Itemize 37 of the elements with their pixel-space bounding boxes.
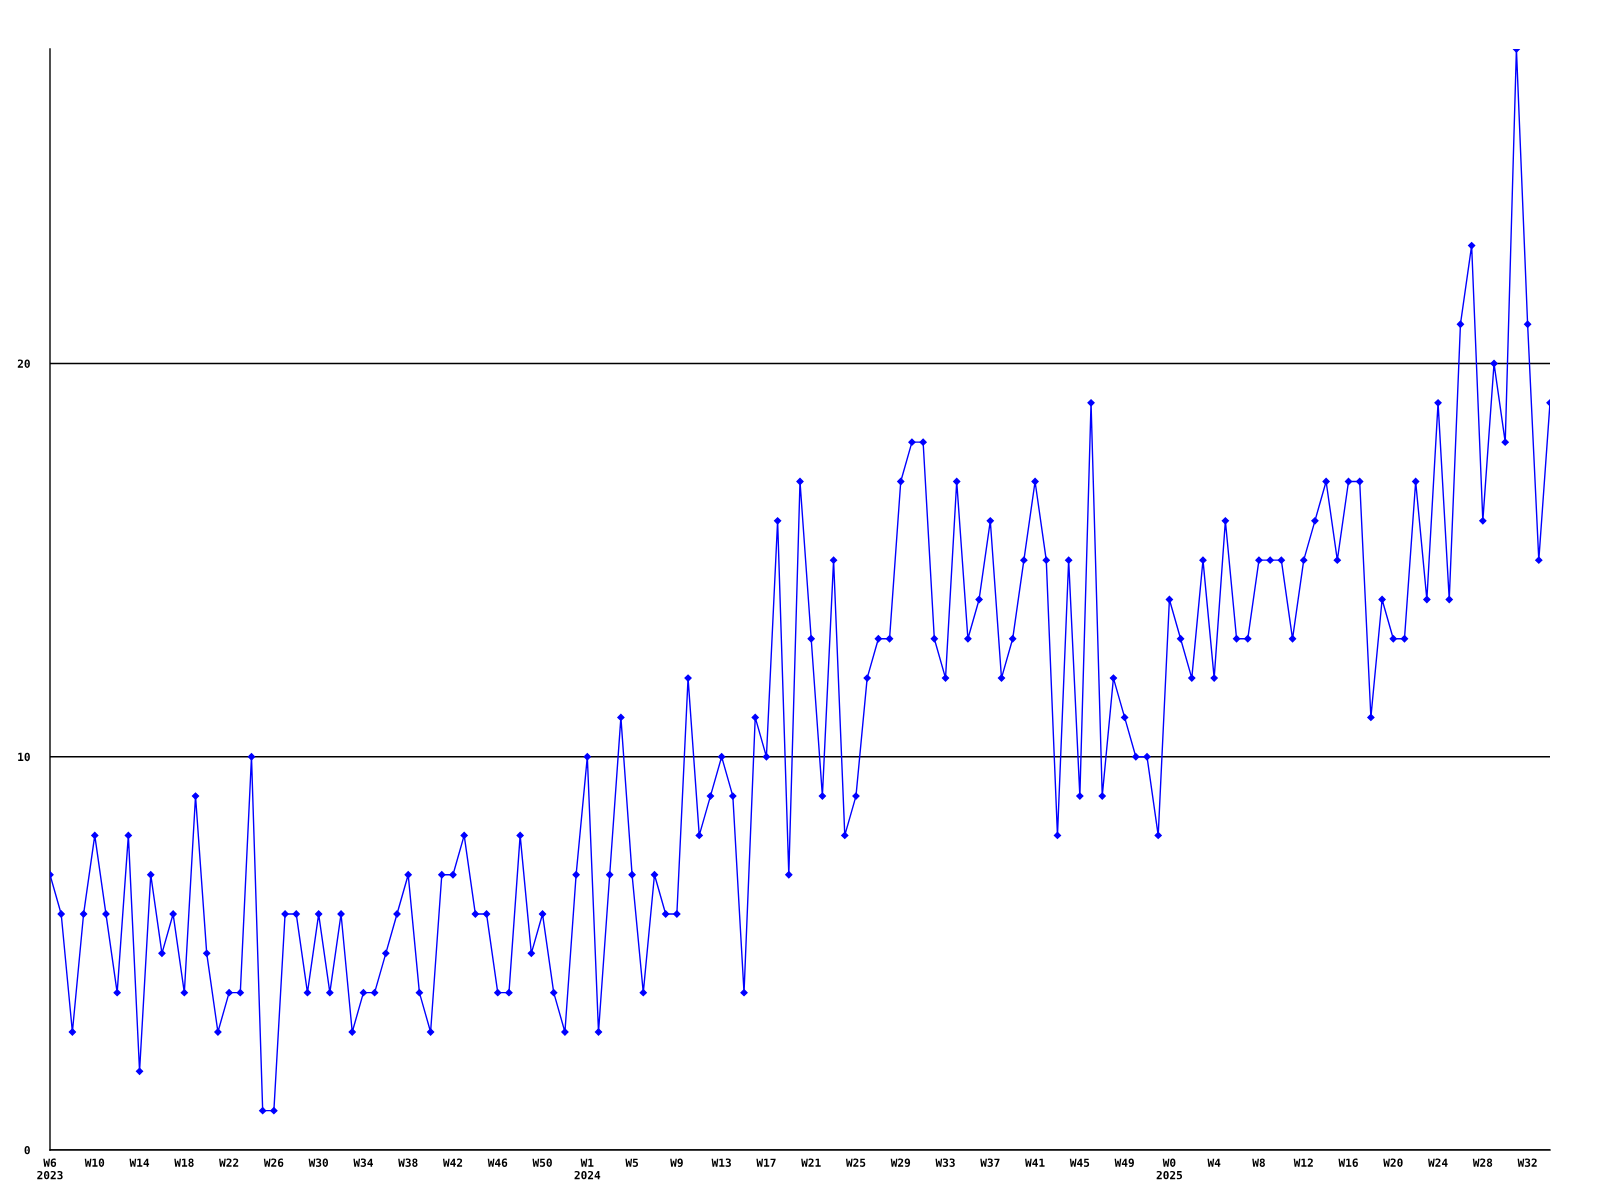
x-tick-label: W14 bbox=[129, 1158, 150, 1167]
x-tick-label: W22 bbox=[219, 1158, 239, 1167]
x-tick-label: W42 bbox=[442, 1158, 463, 1167]
x-tick-label: W5 bbox=[625, 1158, 639, 1167]
x-tick-label: W46 bbox=[487, 1158, 508, 1167]
x-tick-label: W29 bbox=[890, 1158, 911, 1167]
x-tick-label: W9 bbox=[670, 1158, 683, 1167]
x-tick-label: W25 bbox=[845, 1158, 866, 1167]
y-tick-label: 10 bbox=[18, 752, 30, 762]
x-tick-label: W12 bbox=[1293, 1158, 1313, 1167]
x-tick-label: W33 bbox=[935, 1158, 955, 1167]
x-tick-label: W16 bbox=[1338, 1158, 1358, 1167]
x-tick-label: W38 bbox=[398, 1158, 418, 1167]
x-tick-label: W20 bbox=[1383, 1158, 1403, 1167]
x-tick-label: W34 bbox=[353, 1158, 373, 1167]
x-tick-label: W18 bbox=[174, 1158, 194, 1167]
x-tick-label: W21 bbox=[801, 1158, 821, 1167]
x-tick-label: W30 bbox=[308, 1158, 329, 1167]
x-tick-label: W41 bbox=[1025, 1158, 1045, 1167]
x-tick-label: W32 bbox=[1517, 1158, 1537, 1167]
x-tick-label: W45 bbox=[1069, 1158, 1090, 1167]
x-tick-label: W13 bbox=[711, 1158, 731, 1167]
x-tick-label: W1 2024 bbox=[574, 1158, 601, 1180]
y-tick-label: 20 bbox=[17, 359, 30, 368]
y-tick-label: 0 bbox=[24, 1145, 30, 1155]
x-tick-label: W28 bbox=[1472, 1158, 1493, 1167]
x-tick-label: W17 bbox=[756, 1158, 776, 1167]
x-tick-label: W6 2023 bbox=[37, 1158, 63, 1180]
x-tick-label: W0 2025 bbox=[1156, 1158, 1183, 1180]
x-tick-label: W49 bbox=[1114, 1158, 1134, 1167]
x-tick-label: W8 bbox=[1252, 1158, 1265, 1167]
x-tick-label: W4 bbox=[1207, 1158, 1221, 1167]
x-tick-label: W24 bbox=[1428, 1158, 1448, 1167]
x-tick-label: W10 bbox=[84, 1158, 105, 1167]
x-tick-label: W50 bbox=[532, 1158, 552, 1167]
x-tick-label: W26 bbox=[263, 1158, 284, 1167]
x-tick-label: W37 bbox=[980, 1158, 1000, 1167]
